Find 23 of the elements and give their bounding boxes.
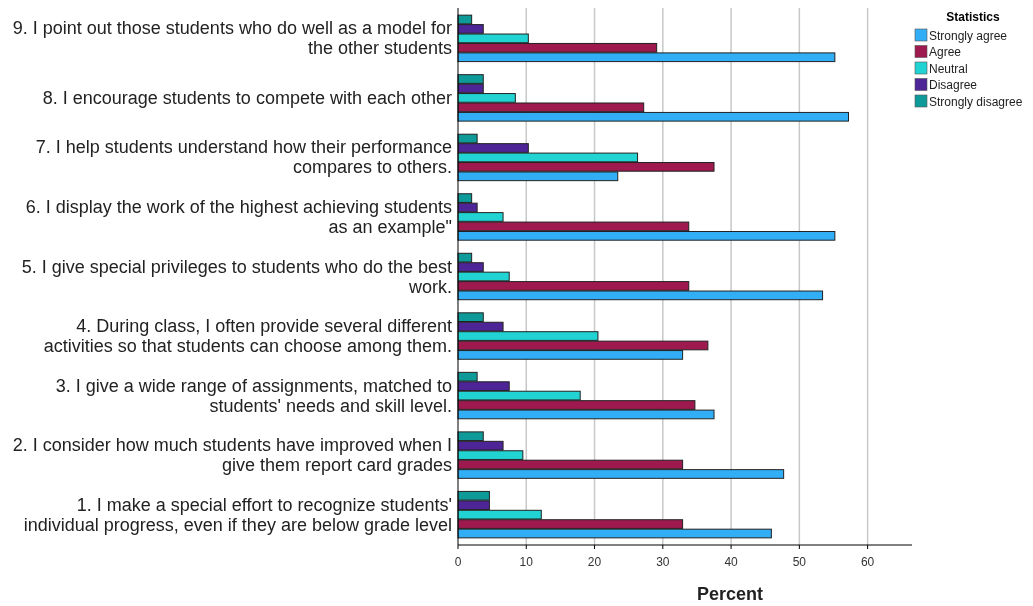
x-tick-label: 20 [587, 555, 602, 569]
x-tick-label: 30 [656, 555, 670, 569]
y-tick-label: 4. During class, I often provide several different activities so that students can choose among them. [43, 316, 452, 357]
y-tick-label: 3. I give a wide range of assignments, matched to students' needs and skill level. [55, 375, 452, 416]
x-tick-label: 0 [454, 555, 462, 569]
legend-label: Agree [929, 45, 962, 59]
x-axis-title: Percent [696, 584, 764, 604]
x-tick-label: 40 [724, 555, 739, 569]
y-tick-label: 8. I encourage students to compete with each other [42, 87, 452, 108]
legend-label: Strongly disagree [929, 94, 1023, 109]
y-tick-label: 7. I help students understand how their performance compares to others. [35, 137, 452, 178]
x-tick-label: 10 [519, 555, 534, 569]
y-tick-label: 6. I display the work of the highest achieving students as an example" [25, 196, 452, 237]
y-tick-label: 2. I consider how much students have improved when I give them report card grades [12, 435, 452, 476]
x-tick-label: 60 [860, 555, 875, 569]
x-tick-label: 50 [792, 555, 807, 569]
y-tick-label: 5. I give special privileges to students who do the best work. [21, 256, 452, 297]
legend-title: Statistics [946, 10, 1000, 24]
y-tick-label: 9. I point out those students who do well as a model for the other students [12, 18, 452, 59]
legend-label: Strongly agree [929, 28, 1008, 43]
legend-label: Disagree [929, 78, 978, 92]
y-tick-label: 1. I make a special effort to recognize students' individual progress, even if they are below grade level [23, 494, 452, 535]
legend-label: Neutral [929, 61, 968, 76]
